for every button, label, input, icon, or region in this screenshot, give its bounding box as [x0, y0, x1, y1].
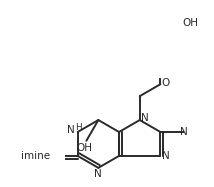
Text: N: N — [180, 127, 188, 137]
Text: N: N — [141, 114, 149, 123]
Text: O: O — [162, 78, 170, 88]
Text: N: N — [162, 151, 169, 161]
Text: OH: OH — [182, 18, 198, 28]
Text: H: H — [75, 123, 82, 132]
Text: OH: OH — [76, 143, 92, 153]
Text: N: N — [67, 125, 74, 135]
Text: imine: imine — [21, 151, 50, 161]
Text: N: N — [94, 169, 102, 179]
